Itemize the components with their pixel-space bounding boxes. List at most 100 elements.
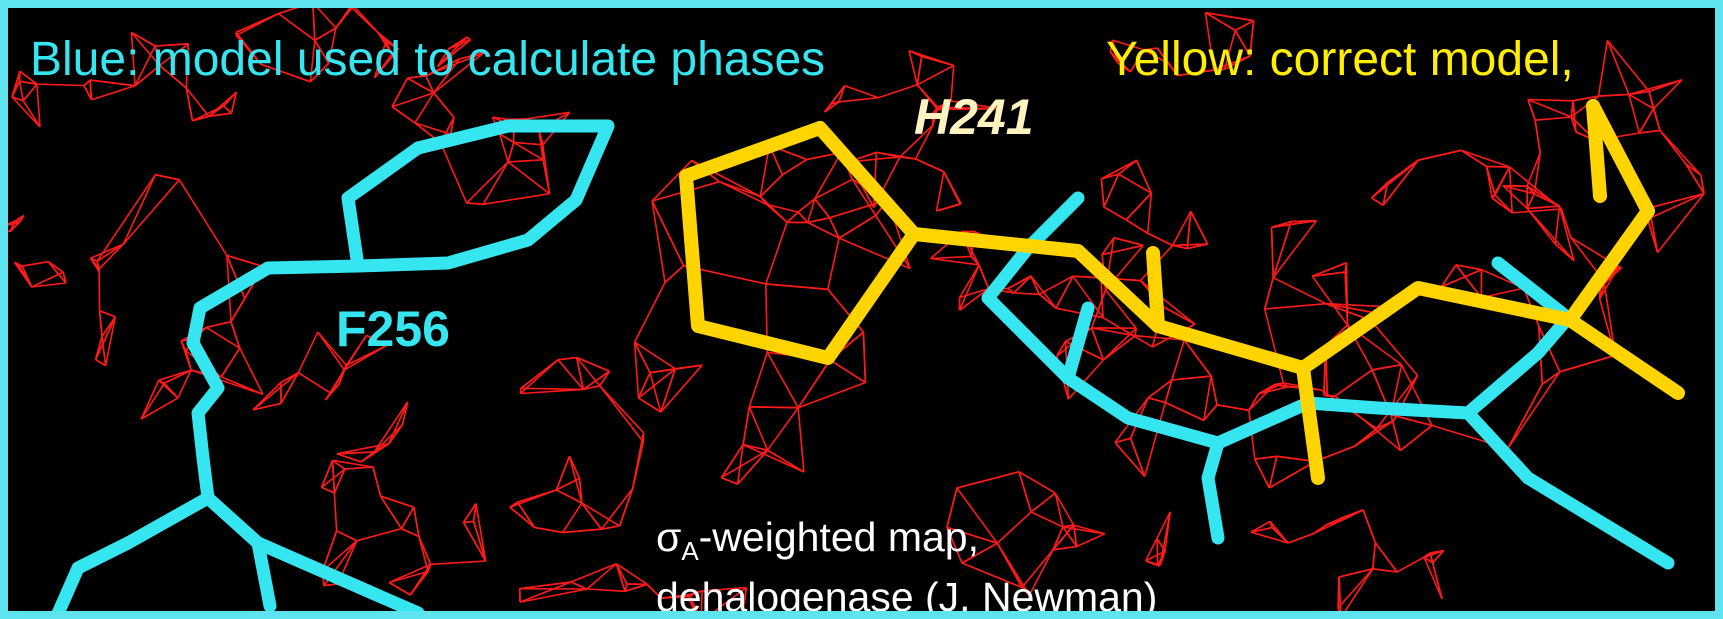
density-mesh-strand <box>827 237 840 290</box>
density-mesh-strand <box>11 96 41 128</box>
density-mesh-strand <box>1371 182 1388 199</box>
density-mesh-strand <box>1258 386 1288 395</box>
density-mesh-strand <box>19 70 38 85</box>
density-mesh-strand <box>1190 211 1209 245</box>
density-mesh-strand <box>1386 159 1419 184</box>
density-mesh-strand <box>1030 492 1056 513</box>
density-mesh-strand <box>155 173 180 181</box>
density-mesh-strand <box>1311 275 1349 326</box>
density-mesh-strand <box>807 198 816 223</box>
density-mesh-strand <box>297 331 319 374</box>
density-mesh-strand <box>1372 542 1377 569</box>
density-mesh-strand <box>520 387 584 391</box>
blue-model-side-lower <box>251 536 425 611</box>
density-mesh-strand <box>1647 192 1705 220</box>
density-mesh-strand <box>970 255 980 266</box>
density-mesh-strand <box>797 211 809 224</box>
density-mesh-strand <box>414 122 451 135</box>
density-mesh-strand <box>321 486 335 494</box>
density-mesh-strand <box>1599 266 1620 300</box>
density-mesh-strand <box>586 563 617 590</box>
density-mesh-strand <box>1628 93 1654 110</box>
density-mesh-strand <box>1382 182 1389 206</box>
density-mesh-strand <box>1213 55 1251 71</box>
residue-label-f256: F256 <box>336 301 450 357</box>
density-mesh-strand <box>1102 335 1136 361</box>
density-mesh-strand <box>388 570 429 584</box>
density-mesh-strand <box>797 407 805 473</box>
density-mesh-strand <box>675 364 703 370</box>
density-mesh-strand <box>360 442 390 463</box>
density-mesh-strand <box>742 443 768 451</box>
density-mesh-strand <box>1618 265 1622 269</box>
density-mesh-strand <box>930 257 979 266</box>
density-mesh-strand <box>1250 531 1289 544</box>
density-mesh-strand <box>534 526 563 534</box>
density-mesh-strand <box>280 372 299 404</box>
density-mesh-strand <box>526 111 570 120</box>
density-mesh-strand <box>562 528 602 534</box>
density-mesh-strand <box>425 75 435 94</box>
density-mesh-strand <box>430 560 486 566</box>
density-mesh-strand <box>1390 414 1402 451</box>
density-mesh-strand <box>1312 523 1328 535</box>
density-mesh-strand <box>134 64 161 87</box>
density-mesh-strand <box>1112 39 1145 51</box>
density-mesh-strand <box>1325 302 1378 315</box>
density-mesh-strand <box>1287 533 1314 544</box>
density-mesh-strand <box>1534 120 1541 154</box>
density-mesh-strand <box>1204 12 1215 71</box>
density-mesh-strand <box>1606 40 1630 95</box>
density-mesh-strand <box>140 379 160 420</box>
density-mesh-strand <box>814 152 842 200</box>
density-mesh-strand <box>401 527 420 538</box>
density-mesh-strand <box>8 229 11 233</box>
density-mesh-strand <box>936 100 952 110</box>
density-mesh-strand <box>96 243 124 262</box>
density-mesh-strand <box>1323 394 1336 397</box>
density-mesh-strand <box>664 265 685 284</box>
density-mesh-strand <box>633 341 651 374</box>
density-mesh-strand <box>379 495 403 530</box>
density-mesh-strand <box>1100 178 1105 208</box>
density-mesh-strand <box>185 43 190 89</box>
density-mesh-strand <box>1052 526 1064 551</box>
density-mesh-strand <box>1113 237 1144 247</box>
density-mesh-strand <box>1143 47 1158 51</box>
density-mesh-strand <box>814 198 831 219</box>
density-mesh-strand <box>1171 211 1192 246</box>
density-mesh-strand <box>736 444 744 485</box>
yellow-model-side-b <box>1296 361 1325 485</box>
density-mesh-strand <box>83 79 91 87</box>
density-mesh-strand <box>122 179 180 245</box>
density-mesh-strand <box>321 530 338 572</box>
density-mesh-strand <box>961 542 998 564</box>
density-mesh-strand <box>1210 375 1218 405</box>
density-mesh-strand <box>719 180 768 206</box>
density-mesh-strand <box>1628 94 1641 134</box>
density-mesh-strand <box>1659 129 1702 176</box>
density-mesh-strand <box>343 344 388 371</box>
density-mesh-strand <box>309 40 316 82</box>
density-mesh-strand <box>226 254 264 268</box>
density-mesh-strand <box>1374 542 1398 573</box>
density-mesh-strand <box>916 56 923 85</box>
density-mesh-strand <box>899 124 934 158</box>
density-mesh-strand <box>519 581 572 590</box>
density-mesh-strand <box>321 540 358 572</box>
density-mesh-strand <box>862 332 867 383</box>
density-mesh-strand <box>1125 219 1149 234</box>
density-mesh-strand <box>557 359 584 390</box>
density-mesh-strand <box>1372 568 1398 573</box>
density-mesh-strand <box>388 401 409 444</box>
density-mesh-strand <box>519 588 588 603</box>
density-mesh-strand <box>1028 549 1054 596</box>
density-mesh-strand <box>1269 521 1273 528</box>
density-mesh-strand <box>581 502 621 527</box>
density-mesh-strand <box>1362 509 1377 543</box>
density-mesh-strand <box>1156 47 1179 77</box>
density-mesh-strand <box>316 8 337 29</box>
density-mesh-strand <box>1030 511 1064 528</box>
density-mesh-strand <box>582 370 610 391</box>
density-mesh-strand <box>876 151 901 158</box>
